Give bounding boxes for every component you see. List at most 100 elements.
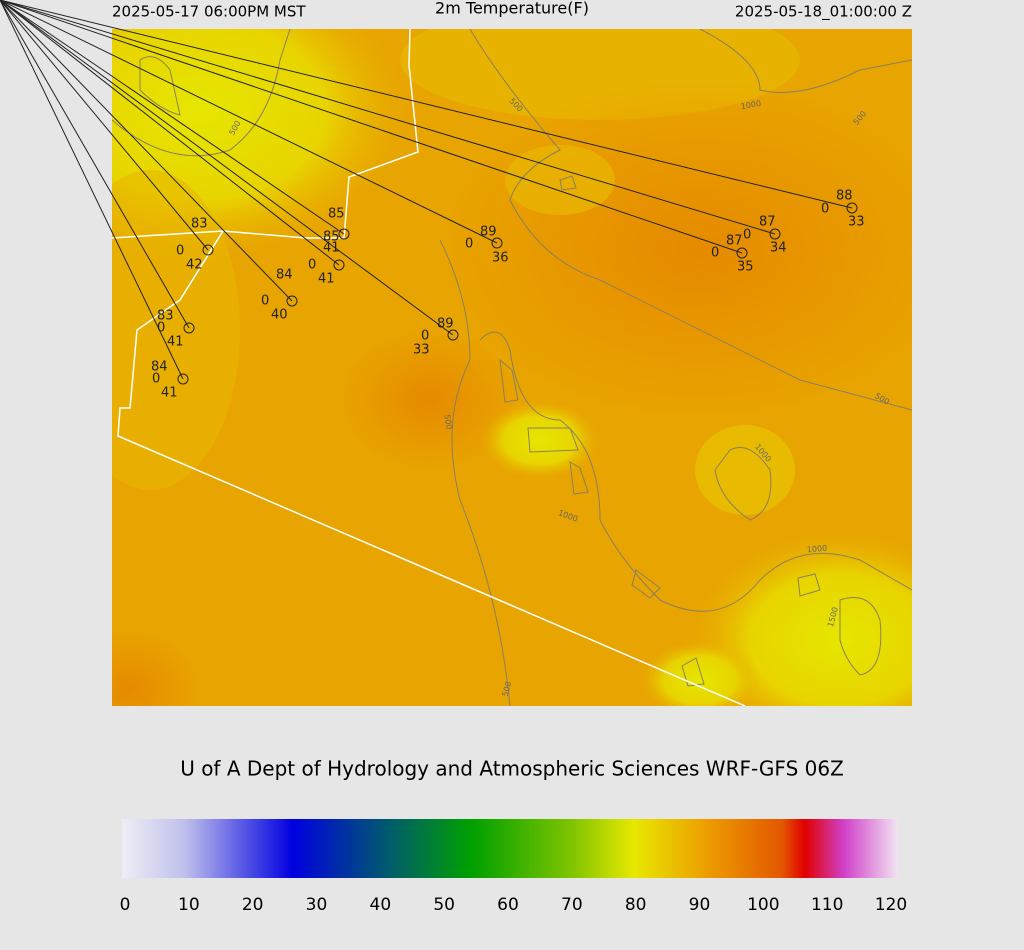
colorbar-tick-label: 50 bbox=[433, 895, 455, 915]
station-temperature: 83 bbox=[157, 309, 174, 324]
map-field bbox=[112, 29, 912, 706]
contour bbox=[631, 569, 661, 599]
colorbar-ticks: 0 10 20 30 40 50 60 70 80 90 100 110 120 bbox=[120, 895, 908, 915]
wind-barb bbox=[0, 0, 743, 254]
wind-barb bbox=[0, 0, 340, 266]
station-circle bbox=[769, 228, 781, 240]
wind-barb bbox=[0, 0, 345, 235]
station-dewpoint: 41 bbox=[318, 272, 335, 287]
contour bbox=[479, 331, 912, 612]
station-dewpoint: 35 bbox=[737, 260, 754, 275]
station-plots: 8304285418504184040830418404189036890338… bbox=[0, 0, 865, 401]
credit: U of A Dept of Hydrology and Atmospheric… bbox=[180, 757, 844, 781]
hot-field-patch bbox=[340, 330, 520, 470]
station-circle bbox=[333, 259, 345, 271]
wind-barb bbox=[0, 0, 209, 251]
station-circle bbox=[846, 202, 858, 214]
colorbar-tick-label: 20 bbox=[242, 895, 264, 915]
station-dewpoint: 41 bbox=[323, 241, 340, 256]
station-circle bbox=[736, 247, 748, 259]
station-temperature: 88 bbox=[836, 189, 853, 204]
warm-field-patch bbox=[480, 400, 600, 480]
colorbar-tick-label: 120 bbox=[875, 895, 907, 915]
station-circle bbox=[338, 228, 350, 240]
map-title: 2m Temperature(F) bbox=[435, 0, 589, 18]
colorbar-tick-label: 70 bbox=[561, 895, 583, 915]
station-temperature: 85 bbox=[323, 230, 340, 245]
station-code: 0 bbox=[176, 244, 184, 259]
wind-barb bbox=[0, 0, 190, 329]
station-code: 0 bbox=[711, 246, 719, 261]
contour bbox=[139, 56, 181, 116]
contour bbox=[439, 239, 511, 706]
valid-local-time: 2025-05-17 06:00PM MST bbox=[112, 3, 306, 21]
station-circle bbox=[447, 329, 459, 341]
station-temperature: 89 bbox=[437, 317, 454, 332]
station-dewpoint: 41 bbox=[161, 386, 178, 401]
station-code: 0 bbox=[421, 329, 429, 344]
warm-field-patch bbox=[640, 640, 760, 706]
station-dewpoint: 34 bbox=[770, 241, 787, 256]
colorbar-tick-label: 10 bbox=[178, 895, 200, 915]
station-circle bbox=[183, 322, 195, 334]
contour bbox=[797, 573, 821, 597]
station-code: 0 bbox=[743, 228, 751, 243]
station-code: 0 bbox=[308, 258, 316, 273]
contour bbox=[469, 29, 912, 411]
contour bbox=[499, 358, 519, 403]
station-temperature: 83 bbox=[191, 217, 208, 232]
wind-barb bbox=[0, 0, 776, 235]
contour bbox=[699, 29, 912, 93]
contour bbox=[681, 657, 705, 687]
wind-barb bbox=[0, 0, 184, 380]
colorbar-tick-label: 80 bbox=[625, 895, 647, 915]
wind-barb bbox=[0, 0, 293, 302]
contour bbox=[527, 427, 579, 453]
colorbar-tick-label: 30 bbox=[306, 895, 328, 915]
colorbar-tick-label: 110 bbox=[811, 895, 843, 915]
colorbar-tick-label: 100 bbox=[747, 895, 779, 915]
station-code: 0 bbox=[152, 372, 160, 387]
contour bbox=[839, 597, 882, 676]
wind-barb bbox=[0, 0, 454, 336]
station-dewpoint: 40 bbox=[271, 308, 288, 323]
contour-label: 1000 bbox=[806, 544, 827, 555]
contour-label: 500 bbox=[501, 680, 514, 697]
wind-barb bbox=[0, 0, 853, 209]
state-borders bbox=[112, 29, 746, 706]
hot-field-patch bbox=[112, 630, 200, 706]
contour-label: 500 bbox=[442, 414, 454, 431]
station-circle bbox=[202, 244, 214, 256]
warm-field-patch bbox=[695, 425, 795, 515]
station-circle bbox=[177, 373, 189, 385]
contour-label: 1000 bbox=[740, 99, 762, 111]
station-temperature: 87 bbox=[759, 215, 776, 230]
colorbar-tick-label: 0 bbox=[120, 895, 131, 915]
contour bbox=[559, 175, 577, 191]
colorbar-tick-label: 90 bbox=[689, 895, 711, 915]
valid-utc-time: 2025-05-18_01:00:00 Z bbox=[735, 3, 912, 22]
border bbox=[117, 230, 746, 706]
station-code: 0 bbox=[261, 294, 269, 309]
station-temperature: 89 bbox=[480, 225, 497, 240]
station-temperature: 85 bbox=[328, 207, 345, 222]
station-dewpoint: 33 bbox=[413, 343, 430, 358]
station-dewpoint: 41 bbox=[167, 335, 184, 350]
station-code: 0 bbox=[821, 202, 829, 217]
contour bbox=[112, 29, 291, 157]
station-temperature: 84 bbox=[276, 268, 293, 283]
station-temperature: 87 bbox=[726, 234, 743, 249]
wind-barb bbox=[0, 0, 498, 244]
station-circle bbox=[286, 295, 298, 307]
station-dewpoint: 36 bbox=[492, 251, 509, 266]
station-dewpoint: 33 bbox=[848, 215, 865, 230]
border bbox=[112, 29, 419, 239]
station-dewpoint: 42 bbox=[186, 258, 203, 273]
contour bbox=[714, 447, 772, 521]
station-code: 0 bbox=[157, 321, 165, 336]
contour bbox=[569, 461, 589, 495]
hot-field-patch bbox=[440, 80, 912, 420]
station-circle bbox=[491, 237, 503, 249]
